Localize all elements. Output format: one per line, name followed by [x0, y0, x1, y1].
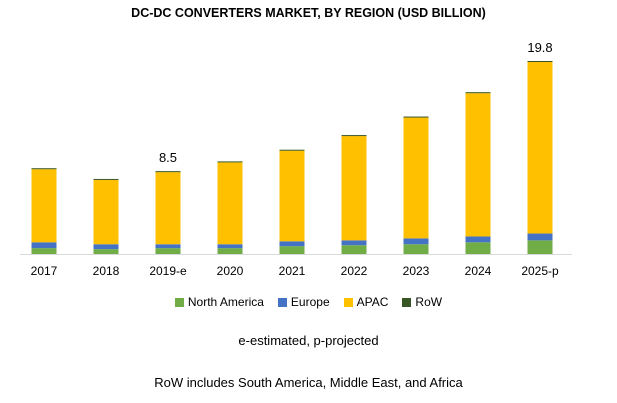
bar-apac: [527, 61, 553, 234]
bar-europe: [279, 241, 305, 247]
bar-north-america: [527, 240, 553, 254]
legend: North America Europe APAC RoW: [0, 295, 617, 309]
bar-europe: [403, 238, 429, 245]
bar-apac: [93, 179, 119, 245]
legend-swatch: [343, 297, 353, 307]
legend-label: APAC: [356, 295, 389, 309]
bar-row: [31, 168, 57, 170]
bar-apac: [217, 162, 243, 245]
bar-europe: [465, 236, 491, 243]
bar-north-america: [403, 244, 429, 254]
bar-row: [93, 178, 119, 180]
legend-swatch: [402, 297, 412, 307]
x-tick-label: 2022: [341, 264, 368, 278]
legend-item: North America: [174, 295, 264, 309]
bar-europe: [217, 244, 243, 249]
x-tick-label: 2023: [403, 264, 430, 278]
x-tick-label: 2019-e: [149, 264, 187, 278]
bar-apac: [279, 150, 305, 242]
bar-row: [279, 149, 305, 151]
x-tick-label: 2024: [465, 264, 492, 278]
bar-north-america: [465, 242, 491, 254]
bar-row: [155, 171, 181, 173]
x-tick-label: 2020: [217, 264, 244, 278]
estimate-note: e-estimated, p-projected: [238, 333, 379, 348]
row-note: RoW includes South America, Middle East,…: [154, 375, 463, 390]
bar-north-america: [341, 245, 367, 254]
bar-north-america: [155, 248, 181, 254]
bar-north-america: [93, 249, 119, 254]
legend-label: Europe: [290, 295, 330, 309]
data-label: 8.5: [159, 150, 177, 165]
bar-row: [465, 92, 491, 94]
x-tick-label: 2021: [279, 264, 306, 278]
bar-europe: [527, 233, 553, 241]
bar-north-america: [217, 248, 243, 254]
bar-row: [527, 61, 553, 62]
data-label: 19.8: [527, 40, 552, 55]
legend-item: Europe: [277, 295, 330, 309]
bar-row: [341, 135, 367, 137]
chart-plot: 2017 2018 2019-e 8.5 2020 2021 2022 2023 2024 202…: [20, 40, 572, 278]
bar-europe: [31, 242, 57, 249]
bar-apac: [31, 169, 57, 243]
x-tick-label: 2025-p: [521, 264, 559, 278]
x-tick-label: 2018: [93, 264, 120, 278]
bar-north-america: [279, 246, 305, 254]
legend-item: APAC: [343, 295, 389, 309]
bar-europe: [155, 244, 181, 249]
legend-label: North America: [187, 295, 264, 309]
bar-europe: [93, 244, 119, 250]
bar-apac: [465, 93, 491, 237]
bar-apac: [403, 117, 429, 239]
chart-title: DC-DC CONVERTERS MARKET, BY REGION (USD …: [131, 6, 486, 20]
legend-label: RoW: [415, 295, 443, 309]
bar-europe: [341, 240, 367, 246]
bar-row: [217, 161, 243, 163]
legend-item: RoW: [402, 295, 442, 309]
bar-apac: [341, 136, 367, 241]
legend-swatch: [277, 297, 287, 307]
legend-swatch: [174, 297, 184, 307]
x-tick-label: 2017: [31, 264, 58, 278]
bar-north-america: [31, 248, 57, 254]
bar-row: [403, 116, 429, 118]
bar-apac: [155, 172, 181, 245]
